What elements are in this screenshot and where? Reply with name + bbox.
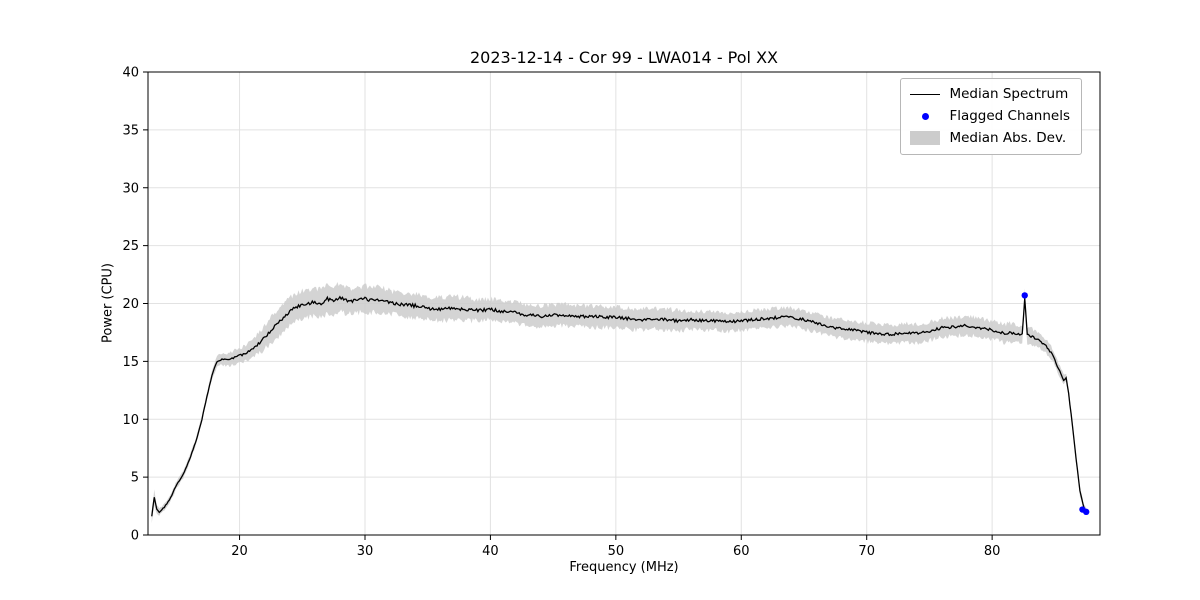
y-tick-label: 5 bbox=[131, 471, 139, 486]
y-tick-label: 0 bbox=[131, 529, 139, 544]
x-tick-label: 50 bbox=[608, 544, 625, 559]
y-axis-label: Power (CPU) bbox=[100, 262, 116, 344]
x-axis-label: Frequency (MHz) bbox=[569, 560, 679, 575]
median-spectrum-line-swatch bbox=[910, 93, 941, 95]
legend-item-median-spectrum: Median Spectrum bbox=[910, 86, 1070, 102]
legend-label-median-spectrum: Median Spectrum bbox=[949, 86, 1069, 102]
legend-item-median-abs-dev: Median Abs. Dev. bbox=[910, 130, 1070, 146]
x-tick-label: 30 bbox=[357, 544, 374, 559]
chart-title: 2023-12-14 - Cor 99 - LWA014 - Pol XX bbox=[470, 48, 778, 67]
flagged-channels-dot-swatch bbox=[910, 112, 940, 120]
legend: Median Spectrum Flagged Channels Median … bbox=[900, 78, 1082, 155]
mad-band bbox=[151, 281, 1087, 524]
y-tick-label: 20 bbox=[122, 297, 139, 312]
legend-label-median-abs-dev: Median Abs. Dev. bbox=[949, 130, 1067, 146]
median-abs-dev-patch-swatch bbox=[910, 131, 941, 145]
median-spectrum-line bbox=[151, 295, 1087, 517]
x-tick-label: 60 bbox=[733, 544, 750, 559]
y-tick-label: 10 bbox=[122, 413, 139, 428]
legend-item-flagged-channels: Flagged Channels bbox=[910, 108, 1070, 124]
legend-label-flagged-channels: Flagged Channels bbox=[949, 108, 1070, 124]
y-tick-label: 25 bbox=[122, 239, 139, 254]
y-tick-label: 35 bbox=[122, 123, 139, 138]
x-tick-label: 80 bbox=[984, 544, 1001, 559]
tick-labels: 20 30 40 50 60 70 80 0 5 10 15 20 25 30 35 40 bbox=[122, 66, 1000, 560]
y-tick-label: 40 bbox=[122, 66, 139, 81]
flagged-channel-dots bbox=[1021, 292, 1090, 516]
x-tick-label: 40 bbox=[482, 544, 499, 559]
y-tick-label: 15 bbox=[122, 355, 139, 370]
y-tick-label: 30 bbox=[122, 181, 139, 196]
x-tick-label: 70 bbox=[858, 544, 875, 559]
x-tick-label: 20 bbox=[231, 544, 248, 559]
tick-marks bbox=[143, 71, 993, 540]
